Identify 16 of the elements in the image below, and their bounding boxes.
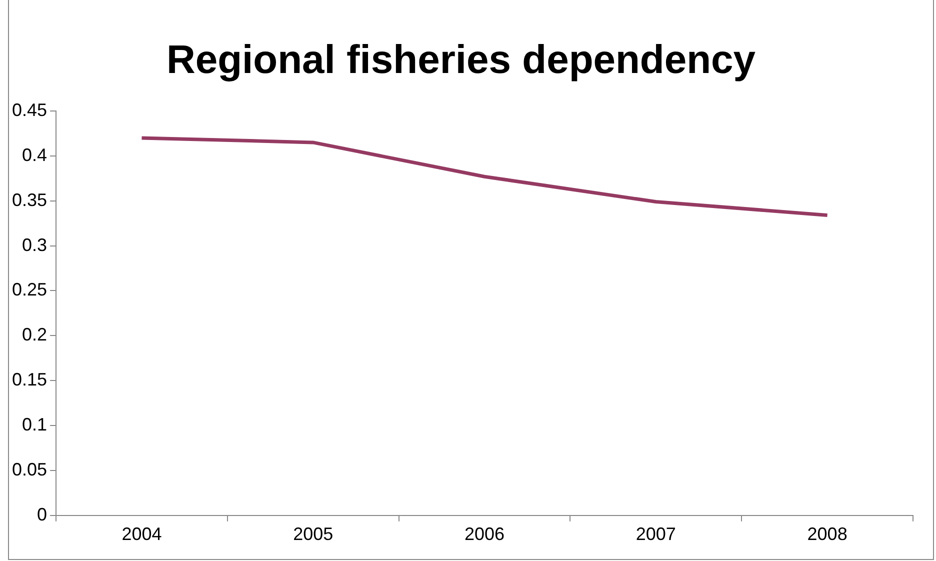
y-tick-label: 0.2: [22, 324, 48, 345]
y-tick-label: 0.3: [22, 234, 48, 255]
x-tick-label: 2008: [807, 524, 848, 544]
chart-title: Regional fisheries dependency: [166, 38, 756, 82]
x-tick-label: 2006: [464, 524, 505, 544]
y-tick-label: 0.25: [12, 280, 48, 300]
x-tick-label: 2005: [293, 524, 334, 544]
y-tick-label: 0.1: [22, 414, 48, 434]
y-tick-label: 0.15: [12, 370, 48, 390]
x-tick-label: 2004: [122, 524, 162, 544]
y-tick-label: 0: [37, 504, 48, 524]
y-tick-label: 0.05: [12, 459, 48, 480]
y-tick-label: 0.45: [12, 100, 48, 120]
y-tick-label: 0.35: [12, 190, 48, 210]
x-tick-label: 2007: [636, 524, 676, 544]
y-tick-label: 0.4: [22, 144, 48, 165]
